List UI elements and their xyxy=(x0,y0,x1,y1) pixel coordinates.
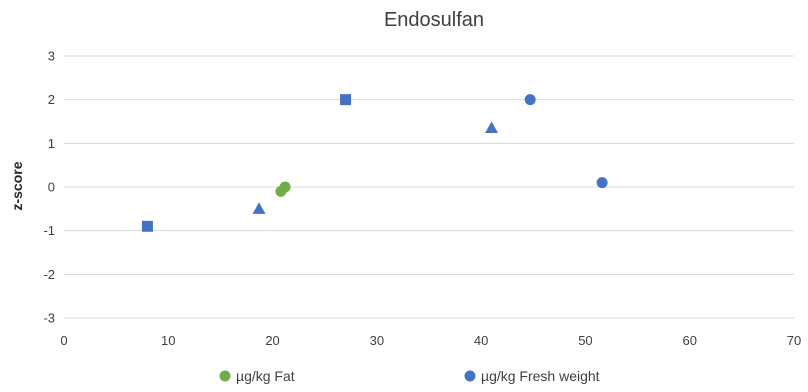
data-point-square xyxy=(340,94,352,106)
legend: µg/kg Fat µg/kg Fresh weight xyxy=(219,368,600,384)
legend-marker-fresh-weight xyxy=(464,370,476,382)
y-tick-label: 2 xyxy=(48,92,55,107)
legend-label-fat: µg/kg Fat xyxy=(236,368,295,384)
data-point-circle xyxy=(279,181,291,193)
legend-label-fresh-weight: µg/kg Fresh weight xyxy=(481,368,600,384)
y-tick-label: -1 xyxy=(43,223,55,238)
x-tick-label: 0 xyxy=(60,333,67,348)
y-tick-label: 0 xyxy=(48,180,55,195)
data-point-square xyxy=(141,220,153,232)
x-tick-label: 20 xyxy=(265,333,279,348)
y-axis-label: z-score xyxy=(9,161,25,210)
y-tick-label: -2 xyxy=(43,267,55,282)
y-tick-label: 3 xyxy=(48,49,55,64)
x-tick-label: 10 xyxy=(161,333,175,348)
data-point-triangle xyxy=(485,121,499,134)
x-tick-label: 30 xyxy=(370,333,384,348)
chart-title: Endosulfan xyxy=(384,9,484,31)
y-tick-label: -3 xyxy=(43,311,55,326)
y-tick-label: 1 xyxy=(48,136,55,151)
x-tick-label: 60 xyxy=(682,333,696,348)
data-point-triangle xyxy=(252,202,266,214)
y-axis-ticks: 3 2 1 0 -1 -2 -3 xyxy=(43,49,55,326)
data-point-circle xyxy=(596,177,608,189)
data-points xyxy=(141,94,608,232)
x-tick-label: 50 xyxy=(578,333,592,348)
gridlines xyxy=(64,55,794,319)
data-point-circle xyxy=(524,94,536,106)
x-tick-label: 70 xyxy=(787,333,801,348)
legend-marker-fat xyxy=(219,370,231,382)
x-tick-label: 40 xyxy=(474,333,488,348)
x-axis-ticks: 0 10 20 30 40 50 60 70 xyxy=(60,333,801,348)
